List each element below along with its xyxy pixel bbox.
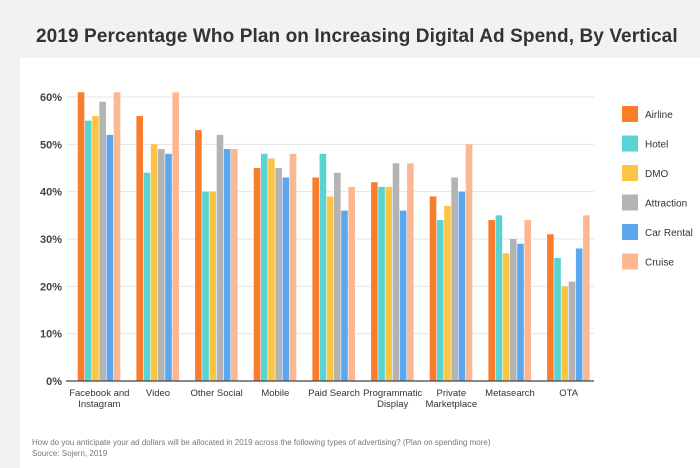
bar bbox=[458, 191, 466, 381]
legend-swatch bbox=[622, 165, 638, 181]
y-tick-label: 50% bbox=[40, 139, 62, 151]
bar bbox=[216, 134, 224, 381]
bar bbox=[77, 92, 85, 382]
bar bbox=[260, 153, 268, 381]
x-tick-label: Programmatic bbox=[363, 388, 422, 399]
bar bbox=[231, 149, 238, 381]
bar bbox=[312, 177, 319, 381]
x-tick-label: Mobile bbox=[261, 388, 289, 399]
chart-title: 2019 Percentage Who Plan on Increasing D… bbox=[36, 26, 678, 47]
legend-label: Hotel bbox=[645, 140, 668, 151]
bar bbox=[517, 243, 524, 381]
bar bbox=[488, 220, 495, 381]
legend-swatch bbox=[622, 106, 638, 122]
bar bbox=[209, 191, 217, 381]
bar bbox=[319, 153, 327, 381]
x-tick-label: Instagram bbox=[78, 399, 120, 410]
bar bbox=[583, 215, 590, 381]
bar bbox=[502, 253, 510, 381]
bar bbox=[282, 177, 290, 381]
legend-label: Airline bbox=[645, 110, 673, 121]
legend-label: Car Rental bbox=[645, 228, 693, 239]
bar bbox=[326, 196, 334, 381]
bar bbox=[465, 144, 473, 381]
bar bbox=[348, 186, 355, 381]
legend-swatch bbox=[622, 194, 638, 211]
bar bbox=[84, 120, 92, 382]
bar bbox=[202, 191, 209, 381]
y-tick-label: 60% bbox=[40, 92, 62, 104]
legend-label: DMO bbox=[645, 169, 669, 180]
bar bbox=[165, 153, 172, 381]
bar bbox=[195, 130, 202, 381]
x-tick-label: Facebook and bbox=[69, 388, 129, 399]
bar bbox=[436, 220, 444, 381]
bar bbox=[568, 281, 576, 381]
bar bbox=[106, 134, 114, 381]
y-tick-label: 10% bbox=[40, 329, 62, 341]
bar bbox=[371, 182, 378, 381]
bar bbox=[444, 205, 451, 381]
bar bbox=[451, 177, 458, 381]
bar bbox=[158, 149, 165, 381]
bar bbox=[172, 92, 179, 382]
bar bbox=[378, 186, 385, 381]
bar bbox=[143, 172, 151, 381]
bar bbox=[495, 215, 503, 381]
x-tick-label: Metasearch bbox=[485, 388, 535, 399]
x-tick-label: Marketplace bbox=[425, 399, 477, 410]
y-tick-label: 30% bbox=[40, 234, 62, 246]
legend-swatch bbox=[622, 135, 638, 152]
bar bbox=[99, 101, 106, 381]
y-tick-label: 20% bbox=[40, 281, 62, 293]
bar bbox=[575, 248, 583, 381]
bar bbox=[510, 239, 517, 381]
legend-label: Attraction bbox=[645, 199, 687, 210]
bar bbox=[334, 172, 341, 381]
bar bbox=[289, 153, 297, 381]
title-bar: 2019 Percentage Who Plan on Increasing D… bbox=[20, 14, 700, 58]
legend-swatch bbox=[622, 224, 638, 240]
footnote: How do you anticipate your ad dollars wi… bbox=[32, 438, 491, 447]
bar bbox=[223, 149, 231, 381]
bar bbox=[399, 210, 407, 381]
bar bbox=[341, 210, 348, 381]
bar bbox=[113, 92, 121, 382]
bar bbox=[547, 234, 554, 381]
bar bbox=[524, 220, 531, 381]
bar bbox=[92, 115, 99, 381]
y-tick-label: 40% bbox=[40, 187, 62, 199]
bar bbox=[385, 186, 393, 381]
x-tick-label: Video bbox=[146, 388, 170, 399]
source-note: Source: Sojern, 2019 bbox=[32, 449, 108, 458]
bar bbox=[150, 144, 158, 381]
bar bbox=[429, 196, 437, 381]
legend-swatch bbox=[622, 253, 638, 270]
bar bbox=[253, 168, 261, 381]
x-tick-label: Display bbox=[377, 399, 408, 410]
bar bbox=[275, 168, 282, 381]
bar bbox=[136, 115, 143, 381]
x-tick-label: OTA bbox=[559, 388, 578, 399]
x-tick-label: Other Social bbox=[191, 388, 243, 399]
legend-label: Cruise bbox=[645, 258, 674, 269]
bar bbox=[268, 158, 275, 381]
bar bbox=[554, 257, 561, 381]
x-tick-label: Paid Search bbox=[308, 388, 360, 399]
bar bbox=[561, 286, 569, 381]
bar bbox=[407, 163, 414, 381]
y-tick-label: 0% bbox=[46, 376, 62, 388]
bar bbox=[392, 163, 400, 381]
x-tick-label: Private bbox=[437, 388, 467, 399]
